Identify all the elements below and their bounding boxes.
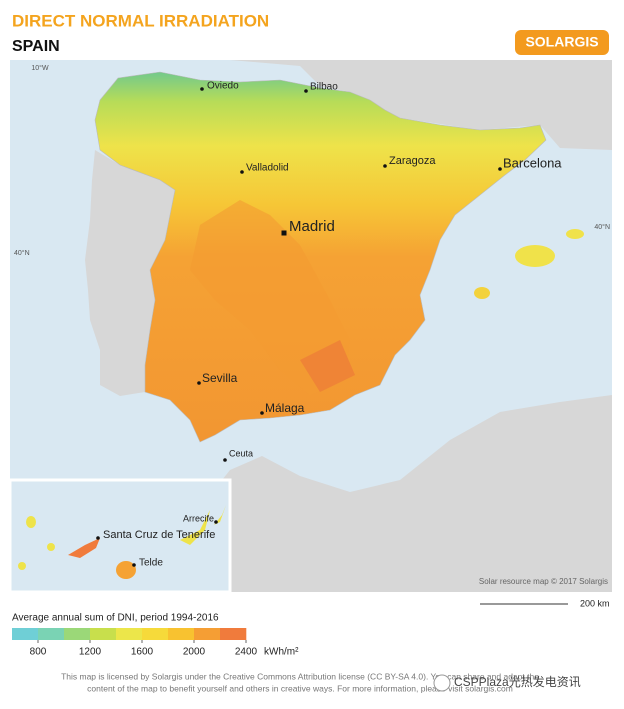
legend-swatch bbox=[90, 628, 117, 640]
graticule-label: 10°W bbox=[31, 64, 49, 72]
legend-swatch bbox=[194, 628, 221, 640]
subtitle: SPAIN bbox=[12, 38, 60, 55]
legend-tick-label: 1200 bbox=[79, 647, 102, 658]
city-marker bbox=[223, 458, 227, 462]
legend-unit: kWh/m² bbox=[264, 647, 299, 658]
title: DIRECT NORMAL IRRADIATION bbox=[12, 11, 269, 30]
city-label: Oviedo bbox=[207, 81, 239, 92]
city-label: Valladolid bbox=[246, 163, 289, 174]
city-label: Arrecife bbox=[183, 513, 214, 523]
legend-swatch bbox=[168, 628, 195, 640]
city-marker bbox=[383, 164, 387, 168]
city-marker bbox=[304, 89, 308, 93]
city-label: Barcelona bbox=[503, 155, 562, 170]
city-marker bbox=[260, 411, 264, 415]
city-marker bbox=[197, 381, 201, 385]
map-labels: 10°W 40°N 40°N Oviedo Bilbao Valladolid Zarago… bbox=[14, 64, 610, 569]
island bbox=[18, 562, 26, 570]
legend-swatch bbox=[38, 628, 65, 640]
menorca bbox=[566, 229, 584, 239]
map bbox=[8, 60, 612, 594]
city-marker bbox=[200, 87, 204, 91]
africa bbox=[150, 395, 612, 592]
tenerife bbox=[68, 538, 100, 558]
legend: 800 1200 1600 2000 2400 bbox=[12, 628, 258, 658]
legend-title: Average annual sum of DNI, period 1994-2… bbox=[12, 613, 219, 624]
fuerteventura bbox=[180, 510, 210, 545]
island bbox=[26, 516, 36, 528]
city-label: Santa Cruz de Tenerife bbox=[103, 529, 215, 541]
city-label: Madrid bbox=[289, 218, 335, 235]
city-label: Zaragoza bbox=[389, 155, 436, 167]
high-dni-zone bbox=[190, 200, 350, 395]
island bbox=[47, 543, 55, 551]
france bbox=[230, 60, 612, 150]
city-label: Málaga bbox=[265, 401, 305, 415]
city-marker bbox=[132, 563, 136, 567]
brand: SOLARGIS bbox=[525, 34, 598, 50]
legend-swatch bbox=[220, 628, 247, 640]
peak-dni-zone bbox=[300, 340, 355, 392]
brand-badge bbox=[515, 30, 609, 55]
legend-tick-label: 800 bbox=[30, 647, 47, 658]
city-marker bbox=[214, 520, 218, 524]
legend-tick-label: 1600 bbox=[131, 647, 154, 658]
city-marker bbox=[281, 230, 287, 236]
graticule-label: 40°N bbox=[14, 249, 30, 257]
ibiza bbox=[474, 287, 490, 299]
legend-swatch bbox=[12, 628, 39, 640]
watermark: CSPPlaza光热发电资讯 bbox=[454, 674, 581, 689]
legend-tick-label: 2400 bbox=[235, 647, 258, 658]
scale-label: 200 km bbox=[580, 598, 610, 608]
city-label: Bilbao bbox=[310, 82, 338, 93]
credit: Solar resource map © 2017 Solargis bbox=[479, 577, 608, 586]
license-line: content of the map to benefit yourself a… bbox=[87, 683, 513, 693]
legend-swatch bbox=[142, 628, 169, 640]
gran-canaria bbox=[116, 561, 136, 579]
legend-tick-label: 2000 bbox=[183, 647, 206, 658]
mallorca bbox=[515, 245, 555, 267]
license-line: This map is licensed by Solargis under t… bbox=[61, 671, 539, 681]
legend-swatch bbox=[116, 628, 143, 640]
lanzarote bbox=[214, 505, 226, 525]
city-marker bbox=[96, 536, 100, 540]
graticule-label: 40°N bbox=[594, 223, 610, 231]
portugal bbox=[85, 150, 175, 396]
spain bbox=[94, 71, 547, 443]
city-marker bbox=[240, 170, 244, 174]
city-label: Ceuta bbox=[229, 448, 253, 458]
city-marker bbox=[498, 167, 502, 171]
city-label: Telde bbox=[139, 558, 163, 569]
legend-swatch bbox=[64, 628, 91, 640]
city-label: Sevilla bbox=[202, 371, 238, 385]
watermark-icon bbox=[433, 674, 451, 692]
